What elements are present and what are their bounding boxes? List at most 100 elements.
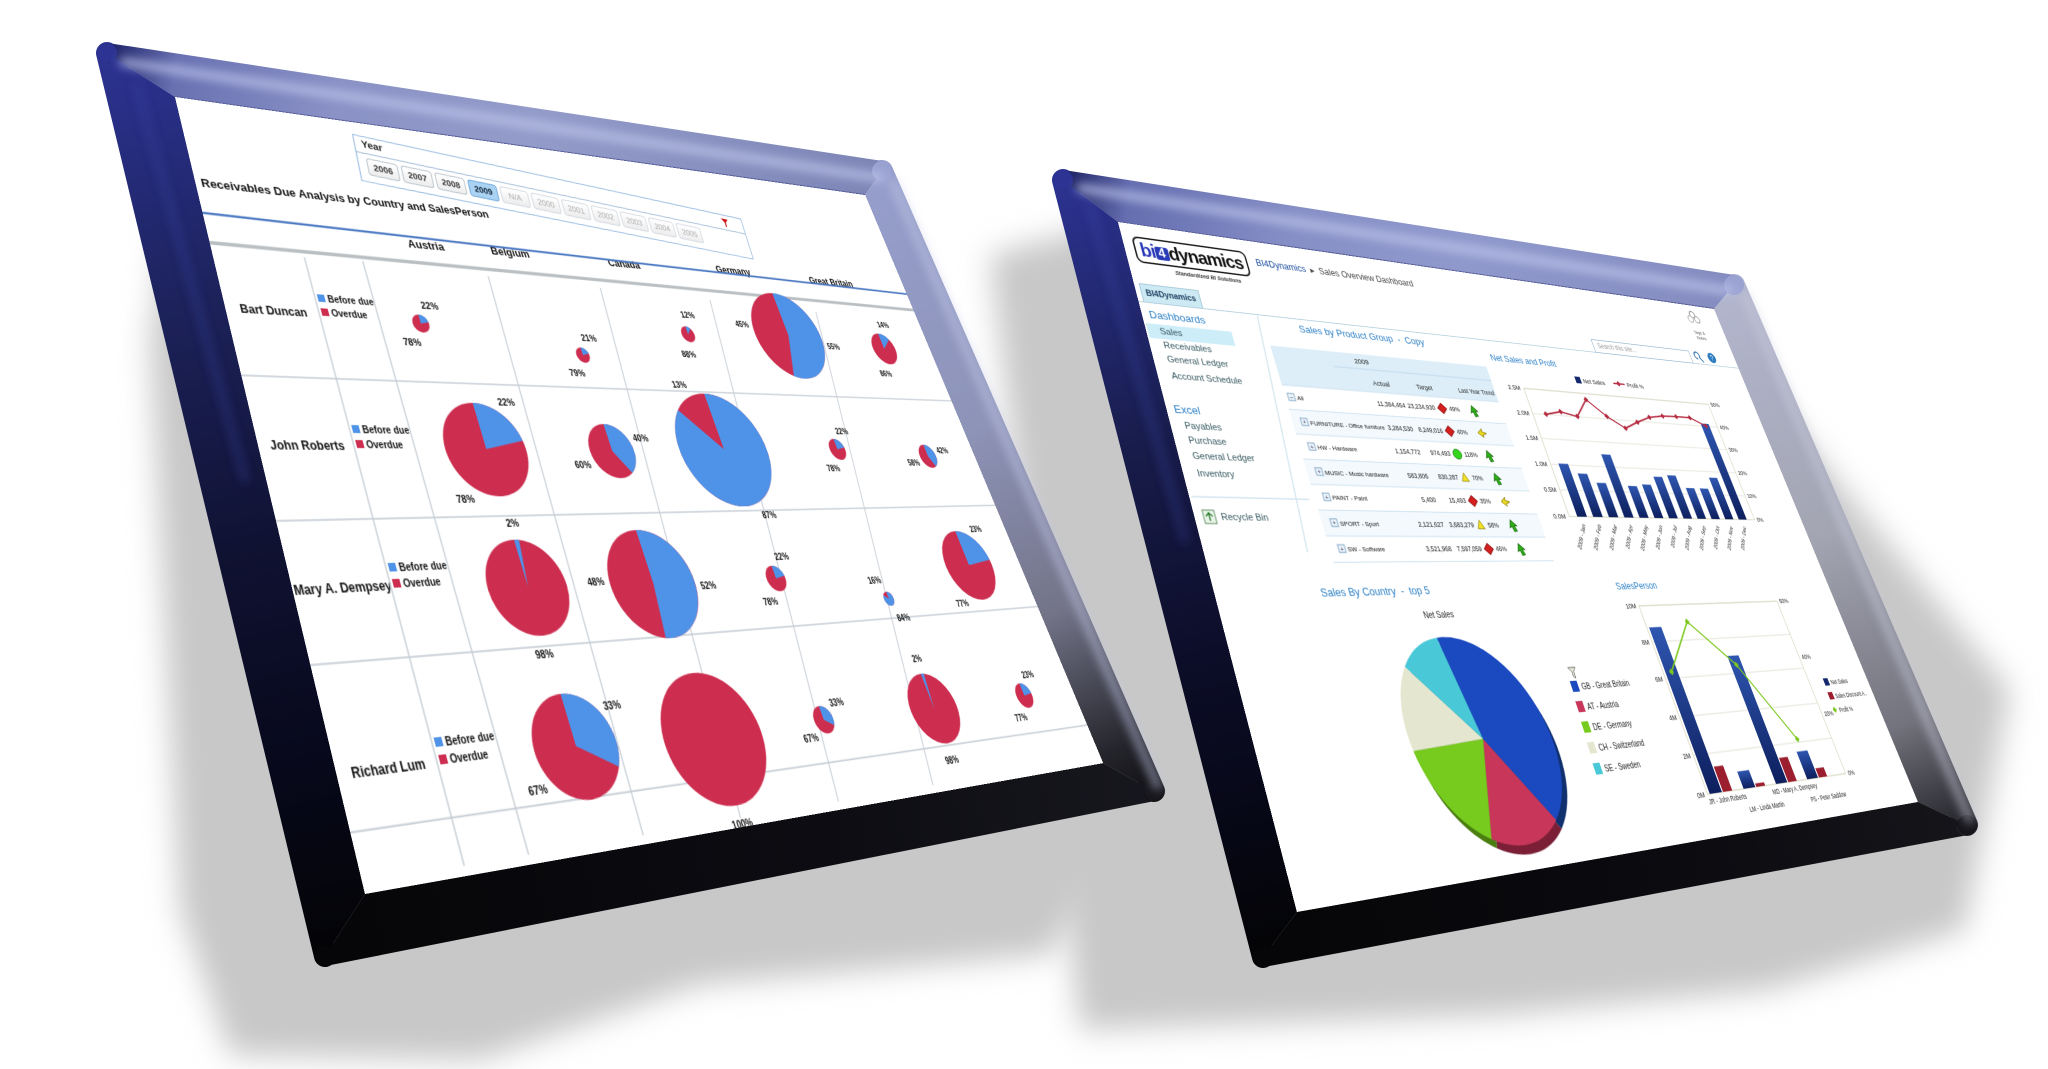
svg-text:78%: 78% bbox=[762, 597, 780, 609]
svg-text:11,384,464: 11,384,464 bbox=[1376, 400, 1406, 410]
svg-text:55%: 55% bbox=[826, 343, 841, 352]
svg-text:2,121,627: 2,121,627 bbox=[1417, 520, 1445, 528]
svg-text:87%: 87% bbox=[761, 511, 779, 522]
svg-text:2009 - May: 2009 - May bbox=[1639, 523, 1649, 553]
svg-text:52%: 52% bbox=[699, 580, 718, 592]
svg-text:13%: 13% bbox=[671, 380, 689, 390]
svg-text:84%: 84% bbox=[896, 613, 913, 624]
svg-text:5,400: 5,400 bbox=[1420, 496, 1437, 504]
svg-text:0.5M: 0.5M bbox=[1543, 486, 1558, 494]
svg-text:23%: 23% bbox=[968, 525, 983, 535]
svg-text:22%: 22% bbox=[773, 552, 791, 563]
svg-text:23,234,930: 23,234,930 bbox=[1407, 402, 1437, 411]
svg-text:2009 - Jan: 2009 - Jan bbox=[1576, 522, 1587, 551]
svg-text:FURNITURE - Office furniture: FURNITURE - Office furniture bbox=[1309, 420, 1386, 432]
svg-text:45%: 45% bbox=[734, 320, 750, 330]
svg-text:98%: 98% bbox=[944, 754, 961, 767]
svg-text:AT - Austria: AT - Austria bbox=[1586, 700, 1620, 712]
svg-text:4M: 4M bbox=[1668, 713, 1679, 723]
svg-text:SW - Software: SW - Software bbox=[1347, 546, 1387, 554]
svg-text:60%: 60% bbox=[1778, 597, 1790, 605]
svg-text:98%: 98% bbox=[534, 648, 556, 662]
svg-text:0.0M: 0.0M bbox=[1552, 513, 1567, 521]
svg-text:Sales Discount A..: Sales Discount A.. bbox=[1834, 690, 1868, 700]
svg-text:+: + bbox=[1302, 419, 1308, 426]
svg-text:33%: 33% bbox=[828, 697, 846, 710]
svg-text:0%: 0% bbox=[1756, 517, 1765, 524]
svg-text:42%: 42% bbox=[935, 447, 950, 456]
svg-text:−: − bbox=[1289, 394, 1295, 401]
svg-text:1,154,772: 1,154,772 bbox=[1394, 447, 1422, 456]
svg-text:21%: 21% bbox=[580, 334, 599, 345]
svg-text:2009 - Sep: 2009 - Sep bbox=[1698, 524, 1706, 552]
svg-text:22%: 22% bbox=[834, 427, 850, 436]
svg-text:30%: 30% bbox=[1727, 447, 1739, 454]
svg-text:46%: 46% bbox=[1495, 545, 1509, 553]
svg-text:+: + bbox=[1309, 443, 1315, 450]
svg-text:All: All bbox=[1296, 395, 1305, 403]
svg-text:CH - Switzerland: CH - Switzerland bbox=[1598, 739, 1646, 753]
svg-text:78%: 78% bbox=[455, 494, 476, 506]
svg-text:+: + bbox=[1324, 494, 1330, 502]
svg-text:Profit %: Profit % bbox=[1626, 382, 1646, 391]
svg-text:2%: 2% bbox=[911, 654, 924, 665]
svg-text:MUSIC - Music hardware: MUSIC - Music hardware bbox=[1324, 469, 1390, 479]
svg-text:10M: 10M bbox=[1624, 602, 1637, 611]
svg-text:974,493: 974,493 bbox=[1429, 449, 1451, 458]
svg-text:3,284,530: 3,284,530 bbox=[1386, 424, 1414, 433]
svg-text:2M: 2M bbox=[1682, 752, 1693, 762]
svg-text:+: + bbox=[1316, 468, 1322, 475]
svg-text:2.5M: 2.5M bbox=[1507, 383, 1522, 392]
svg-text:77%: 77% bbox=[1014, 712, 1030, 724]
svg-text:SPORT - Sport: SPORT - Sport bbox=[1339, 520, 1381, 528]
svg-text:SE - Sweden: SE - Sweden bbox=[1603, 760, 1642, 774]
svg-text:830,287: 830,287 bbox=[1437, 473, 1460, 481]
svg-text:2.0M: 2.0M bbox=[1516, 409, 1531, 418]
svg-text:1.5M: 1.5M bbox=[1525, 434, 1540, 443]
svg-text:?: ? bbox=[1709, 354, 1716, 363]
svg-text:LM - Linda Martin: LM - Linda Martin bbox=[1748, 800, 1786, 814]
svg-text:Net Sales: Net Sales bbox=[1582, 378, 1606, 387]
svg-text:6M: 6M bbox=[1654, 675, 1665, 684]
svg-text:118%: 118% bbox=[1463, 451, 1479, 459]
svg-text:Actual: Actual bbox=[1372, 379, 1391, 388]
svg-text:+: + bbox=[1339, 545, 1345, 553]
svg-text:78%: 78% bbox=[826, 464, 842, 474]
svg-text:49%: 49% bbox=[1448, 405, 1461, 413]
svg-text:2009 - Aug: 2009 - Aug bbox=[1684, 524, 1693, 552]
svg-text:0%: 0% bbox=[1847, 769, 1857, 778]
svg-text:79%: 79% bbox=[568, 368, 587, 379]
svg-text:67%: 67% bbox=[527, 783, 550, 799]
svg-text:+: + bbox=[1331, 519, 1337, 527]
svg-text:20%: 20% bbox=[1737, 470, 1749, 477]
svg-text:40%: 40% bbox=[632, 434, 651, 444]
svg-text:2009 - Oct: 2009 - Oct bbox=[1713, 524, 1721, 551]
svg-text:40%: 40% bbox=[1718, 424, 1730, 432]
svg-text:40%: 40% bbox=[1455, 428, 1468, 436]
svg-text:Profit %: Profit % bbox=[1838, 705, 1855, 714]
svg-text:12%: 12% bbox=[679, 311, 696, 321]
svg-text:22%: 22% bbox=[496, 398, 516, 409]
svg-text:58%: 58% bbox=[906, 459, 921, 468]
svg-text:2009 - Dec: 2009 - Dec bbox=[1740, 524, 1748, 551]
svg-text:3,683,279: 3,683,279 bbox=[1448, 521, 1475, 529]
svg-text:583,806: 583,806 bbox=[1406, 471, 1429, 480]
svg-text:40%: 40% bbox=[1800, 653, 1812, 661]
svg-text:2009: 2009 bbox=[1353, 357, 1370, 366]
svg-text:JR - John Roberts: JR - John Roberts bbox=[1708, 792, 1748, 806]
svg-text:2%: 2% bbox=[505, 518, 521, 530]
svg-text:88%: 88% bbox=[680, 350, 697, 360]
svg-text:8M: 8M bbox=[1641, 638, 1651, 647]
svg-text:10%: 10% bbox=[1746, 493, 1758, 500]
svg-text:77%: 77% bbox=[955, 599, 971, 610]
svg-text:PAINT - Paint: PAINT - Paint bbox=[1331, 494, 1369, 502]
svg-text:23%: 23% bbox=[1020, 670, 1035, 681]
svg-text:14%: 14% bbox=[876, 321, 891, 330]
svg-text:78%: 78% bbox=[402, 337, 423, 349]
svg-text:67%: 67% bbox=[802, 732, 821, 746]
svg-text:2009 - Jun: 2009 - Jun bbox=[1655, 523, 1664, 551]
svg-text:35%: 35% bbox=[1479, 497, 1492, 505]
svg-text:Net Sales: Net Sales bbox=[1829, 677, 1849, 686]
svg-text:22%: 22% bbox=[420, 301, 440, 313]
svg-text:2009 - Apr: 2009 - Apr bbox=[1624, 523, 1634, 551]
